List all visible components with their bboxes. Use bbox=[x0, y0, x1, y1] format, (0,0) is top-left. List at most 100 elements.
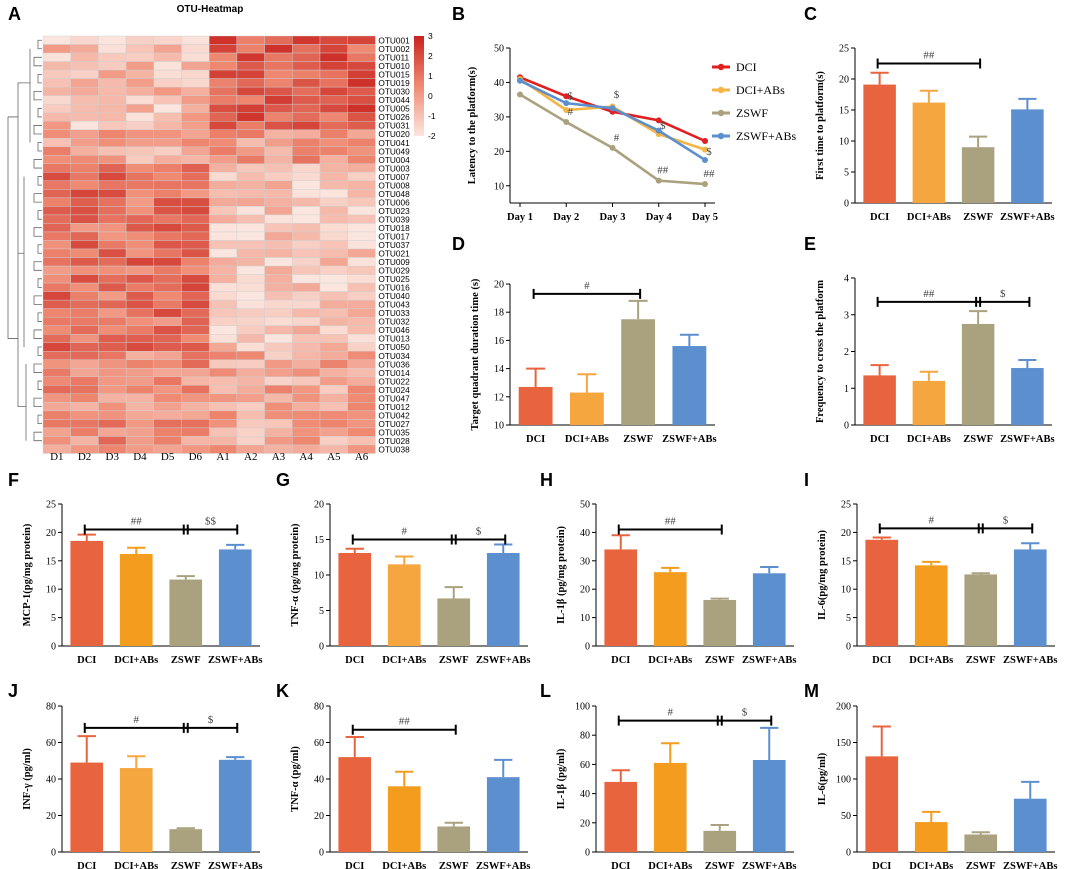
heatmap-cell bbox=[347, 240, 376, 250]
heatmap-cell bbox=[98, 274, 127, 284]
heatmap-cell bbox=[181, 257, 210, 267]
heatmap-cell bbox=[236, 274, 265, 284]
heatmap-cell bbox=[98, 189, 127, 199]
heatmap-cell bbox=[42, 146, 71, 156]
heatmap-cell bbox=[292, 197, 321, 207]
heatmap-cell bbox=[319, 427, 348, 437]
heatmap-cell bbox=[125, 180, 154, 190]
y-tick-label: 10 bbox=[46, 585, 56, 596]
heatmap-cell bbox=[292, 206, 321, 216]
heatmap-cell bbox=[98, 308, 127, 318]
category-label: ZSWF bbox=[963, 212, 993, 223]
heatmap-cell bbox=[347, 86, 376, 96]
y-tick-label: 100 bbox=[836, 775, 851, 786]
series-point bbox=[655, 117, 662, 124]
y-tick-label: 15 bbox=[314, 535, 324, 546]
heatmap-cell bbox=[125, 69, 154, 79]
heatmap-cell bbox=[208, 291, 238, 301]
heatmap-cell bbox=[42, 427, 71, 437]
heatmap-cell bbox=[42, 282, 71, 292]
heatmap-cell bbox=[153, 376, 182, 386]
y-tick-label: 20 bbox=[314, 811, 324, 822]
heatmap-cell bbox=[70, 163, 99, 173]
heatmap-cell bbox=[70, 35, 99, 45]
heatmap-cell bbox=[70, 44, 99, 54]
heatmap-cell bbox=[181, 103, 210, 113]
y-tick-label: 60 bbox=[314, 738, 324, 749]
heatmap-cell bbox=[153, 368, 182, 377]
series-point bbox=[655, 177, 662, 184]
heatmap-cell bbox=[70, 393, 99, 403]
heatmap-cell bbox=[208, 138, 238, 147]
x-tick-label: Day 5 bbox=[692, 212, 718, 223]
heatmap-cell bbox=[347, 274, 376, 284]
heatmap-cell bbox=[70, 146, 99, 156]
heatmap-cell bbox=[347, 265, 376, 275]
otu-label: OTU004 bbox=[378, 155, 410, 165]
heatmap-cell bbox=[236, 248, 265, 258]
bar-DCI bbox=[604, 549, 638, 646]
heatmap-cell bbox=[264, 35, 293, 45]
heatmap-cell bbox=[125, 385, 154, 395]
heatmap-cell bbox=[125, 61, 154, 71]
heatmap-cell bbox=[236, 231, 265, 241]
y-tick-label: 150 bbox=[836, 738, 851, 749]
heatmap-cell bbox=[98, 385, 127, 395]
heatmap-cell bbox=[236, 35, 265, 45]
heatmap-cell bbox=[98, 376, 127, 386]
heatmap-cell bbox=[319, 61, 348, 71]
bar-DCI bbox=[338, 552, 372, 646]
otu-label: OTU020 bbox=[378, 129, 410, 139]
colorbar-tick: 0 bbox=[428, 91, 433, 101]
y-axis-label: TNF-α (pg/mg protein) bbox=[290, 523, 301, 627]
heatmap-cell bbox=[236, 129, 265, 139]
heatmap-cell bbox=[70, 189, 99, 199]
heatmap-cell bbox=[319, 112, 348, 122]
heatmap-cell bbox=[98, 146, 127, 156]
heatmap-cell bbox=[70, 436, 99, 446]
heatmap-cell bbox=[42, 95, 71, 105]
heatmap-cell bbox=[264, 299, 293, 309]
sample-label: A6 bbox=[355, 451, 369, 463]
heatmap-cell bbox=[70, 180, 99, 190]
heatmap-cell bbox=[125, 172, 154, 182]
heatmap-cell bbox=[98, 257, 127, 267]
heatmap-cell bbox=[181, 265, 210, 275]
otu-label: OTU037 bbox=[378, 240, 410, 250]
heatmap-cell bbox=[264, 359, 293, 369]
bar-ZSWF+ABs bbox=[752, 760, 786, 852]
sig-label: $ bbox=[1003, 514, 1009, 526]
heatmap-cell bbox=[292, 393, 321, 403]
heatmap-cell bbox=[153, 419, 182, 429]
heatmap-cell bbox=[236, 52, 265, 62]
heatmap-cell bbox=[292, 427, 321, 437]
heatmap-cell bbox=[347, 172, 376, 182]
heatmap-cell bbox=[264, 385, 293, 395]
sample-label: A2 bbox=[244, 451, 257, 463]
otu-label: OTU039 bbox=[378, 214, 410, 224]
heatmap-cell bbox=[153, 308, 182, 318]
heatmap-cell bbox=[347, 257, 376, 267]
legend-label: DCI bbox=[736, 60, 757, 74]
heatmap-cell bbox=[319, 86, 348, 96]
heatmap-cell bbox=[125, 308, 154, 318]
bar-ZSWF bbox=[961, 147, 995, 203]
heatmap-cell bbox=[98, 214, 127, 224]
panel-label-K: K bbox=[276, 681, 289, 701]
heatmap-cell bbox=[181, 35, 210, 45]
heatmap-cell bbox=[181, 155, 210, 164]
sig-label: ## bbox=[923, 50, 935, 62]
bar-ZSWF bbox=[437, 826, 471, 852]
heatmap-cell bbox=[319, 393, 348, 403]
heatmap-cell bbox=[70, 223, 99, 233]
y-tick-label: 10 bbox=[580, 613, 590, 624]
category-label: ZSWF bbox=[171, 861, 201, 869]
annotation: $ bbox=[568, 91, 574, 103]
heatmap-cell bbox=[70, 299, 99, 309]
heatmap-cell bbox=[181, 376, 210, 386]
series-point bbox=[563, 119, 570, 126]
heatmap-cell bbox=[208, 44, 238, 54]
category-label: DCI+ABs bbox=[382, 861, 426, 869]
category-label: DCI+ABs bbox=[648, 655, 692, 666]
heatmap-cell bbox=[153, 248, 182, 258]
